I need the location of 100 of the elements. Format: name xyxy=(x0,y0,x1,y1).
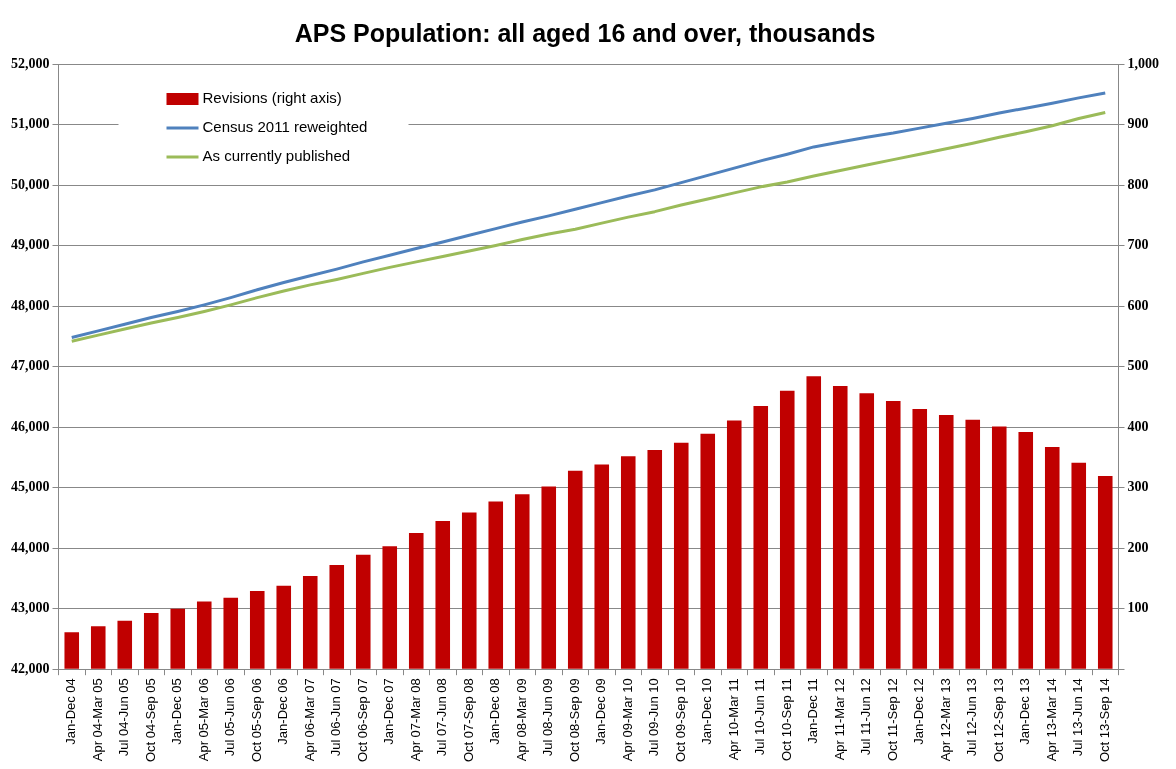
x-tick-label: Apr 10-Mar 11 xyxy=(725,678,741,761)
x-tick-label: Jan-Dec 07 xyxy=(381,678,397,745)
x-tick-label: Jul 10-Jun 11 xyxy=(752,678,768,756)
x-tick-label: Jul 04-Jun 05 xyxy=(116,678,132,757)
x-tick-label: Apr 13-Mar 14 xyxy=(1043,678,1059,762)
bar xyxy=(90,626,106,669)
y2-tick-label: 700 xyxy=(1127,237,1149,253)
y-tick-label: 45,000 xyxy=(11,479,50,495)
y2-tick-label: 800 xyxy=(1127,176,1149,192)
x-tick-label: Oct 08-Sep 09 xyxy=(566,678,582,762)
bar xyxy=(355,554,371,669)
bar xyxy=(859,393,875,669)
x-tick-label: Apr 04-Mar 05 xyxy=(89,678,105,762)
y-tick-label: 50,000 xyxy=(11,176,50,192)
x-tick-label: Oct 11-Sep 12 xyxy=(884,678,900,762)
chart-title: APS Population: all aged 16 and over, thousands xyxy=(294,18,876,47)
x-tick-label: Apr 09-Mar 10 xyxy=(619,678,635,762)
bar xyxy=(753,405,769,669)
x-tick-label: Jan-Dec 11 xyxy=(805,678,821,744)
x-tick-label: Oct 10-Sep 11 xyxy=(778,678,794,762)
x-tick-label: Apr 06-Mar 07 xyxy=(301,678,317,762)
x-tick-label: Jan-Dec 06 xyxy=(275,678,291,745)
x-tick-label: Jan-Dec 05 xyxy=(169,678,185,745)
bar xyxy=(223,597,239,669)
x-tick-label: Jul 12-Jun 13 xyxy=(964,678,980,757)
x-tick-label: Oct 06-Sep 07 xyxy=(354,678,370,762)
bar xyxy=(514,494,530,669)
bar xyxy=(647,450,663,669)
x-tick-label: Jan-Dec 13 xyxy=(1017,678,1033,745)
bar xyxy=(700,433,716,669)
y2-tick-label: 100 xyxy=(1127,600,1149,616)
legend-label: Census 2011 reweighted xyxy=(202,118,368,136)
bar xyxy=(1097,476,1113,669)
y2-tick-label: 600 xyxy=(1127,297,1149,313)
x-tick-label: Jan-Dec 10 xyxy=(699,678,715,745)
bar xyxy=(620,456,636,669)
y-tick-label: 48,000 xyxy=(11,297,50,313)
bar xyxy=(938,415,954,669)
x-tick-label: Jan-Dec 04 xyxy=(63,678,79,745)
x-tick-label: Jul 06-Jun 07 xyxy=(328,678,344,757)
bar xyxy=(541,486,557,669)
x-tick-label: Oct 04-Sep 05 xyxy=(142,678,158,762)
x-tick-label: Jul 09-Jun 10 xyxy=(646,678,662,757)
bar xyxy=(726,420,742,669)
x-tick-label: Jul 11-Jun 12 xyxy=(858,678,874,756)
x-tick-label: Apr 11-Mar 12 xyxy=(831,678,847,761)
y-tick-label: 44,000 xyxy=(11,539,50,555)
y-tick-label: 42,000 xyxy=(11,660,50,676)
x-tick-label: Apr 05-Mar 06 xyxy=(195,678,211,762)
x-tick-label: Oct 05-Sep 06 xyxy=(248,678,264,762)
x-tick-label: Apr 07-Mar 08 xyxy=(407,678,423,762)
y-tick-label: 43,000 xyxy=(11,600,50,616)
x-tick-label: Jul 13-Jun 14 xyxy=(1070,678,1086,757)
bar xyxy=(885,401,901,669)
y-tick-label: 51,000 xyxy=(11,116,50,132)
x-tick-label: Oct 09-Sep 10 xyxy=(672,678,688,762)
bar xyxy=(64,632,80,669)
y2-tick-label: 400 xyxy=(1127,418,1149,434)
x-tick-label: Apr 08-Mar 09 xyxy=(513,678,529,762)
bar xyxy=(1018,431,1034,669)
bar xyxy=(779,390,795,669)
bar xyxy=(991,426,1007,669)
bar xyxy=(196,601,212,669)
y-tick-label: 46,000 xyxy=(11,418,50,434)
legend-label: Revisions (right axis) xyxy=(202,89,342,107)
x-tick-label: Oct 13-Sep 14 xyxy=(1096,678,1112,762)
legend-label: As currently published xyxy=(202,147,351,165)
y2-tick-label: 200 xyxy=(1127,539,1149,555)
x-tick-label: Jul 07-Jun 08 xyxy=(434,678,450,757)
bar xyxy=(673,442,689,669)
bar xyxy=(461,512,477,669)
x-tick-label: Oct 07-Sep 08 xyxy=(460,678,476,762)
y2-tick-label: 300 xyxy=(1127,479,1149,495)
x-tick-label: Jul 05-Jun 06 xyxy=(222,678,238,757)
bar xyxy=(488,501,504,669)
bar xyxy=(302,575,318,669)
bar xyxy=(1071,462,1087,669)
bar xyxy=(170,608,186,669)
y2-tick-label: 900 xyxy=(1127,116,1149,132)
bar xyxy=(965,419,981,669)
bar xyxy=(276,585,292,669)
x-tick-label: Apr 12-Mar 13 xyxy=(937,678,953,762)
bar xyxy=(594,464,610,669)
x-tick-label: Jul 08-Jun 09 xyxy=(540,678,556,757)
bar xyxy=(117,620,133,669)
y-tick-label: 52,000 xyxy=(11,55,50,71)
bar xyxy=(832,385,848,669)
x-tick-label: Jan-Dec 08 xyxy=(487,678,503,745)
y-tick-label: 47,000 xyxy=(11,358,50,374)
y2-tick-label: 1,000 xyxy=(1127,55,1159,71)
y-tick-label: 49,000 xyxy=(11,237,50,253)
bar xyxy=(408,533,424,669)
bar xyxy=(435,520,451,669)
bar xyxy=(1044,447,1060,669)
y2-tick-label: 500 xyxy=(1127,358,1149,374)
bar xyxy=(382,546,398,669)
bar xyxy=(249,591,265,669)
bar xyxy=(329,565,345,669)
bar xyxy=(143,612,159,669)
x-tick-label: Oct 12-Sep 13 xyxy=(990,678,1006,762)
